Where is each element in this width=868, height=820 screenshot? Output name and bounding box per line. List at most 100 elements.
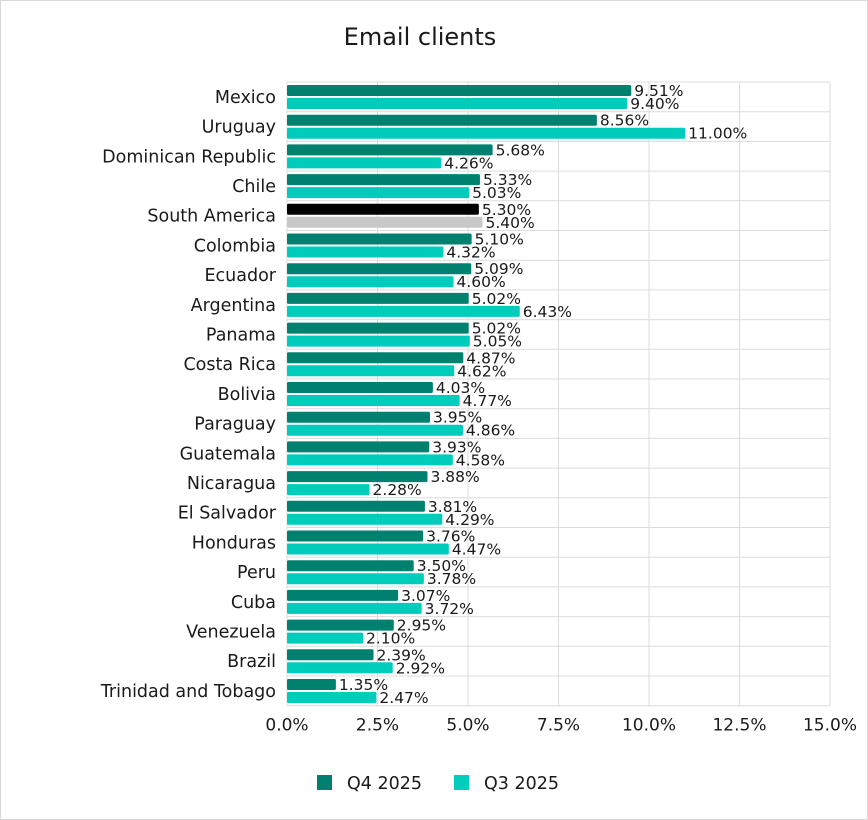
data-label: 2.10% — [366, 630, 415, 648]
category-label: Uruguay — [202, 118, 276, 138]
x-axis-ticks: 0.0% 2.5% 5.0% 7.5% 10.0% 12.5% 15.0% — [265, 716, 857, 736]
data-label: 5.05% — [473, 333, 522, 351]
data-label: 3.76% — [426, 528, 475, 546]
bar-q4 — [287, 352, 464, 364]
legend-swatch — [317, 775, 332, 790]
bar-q3 — [287, 395, 460, 406]
category-label: Bolivia — [218, 385, 276, 405]
x-tick-label: 12.5% — [712, 716, 766, 736]
bar-q3 — [287, 216, 483, 228]
x-tick-label: 7.5% — [537, 716, 580, 736]
data-label: 5.30% — [482, 201, 531, 219]
bar-q3 — [287, 513, 443, 525]
category-label: Honduras — [192, 533, 276, 553]
category-label: El Salvador — [178, 504, 277, 524]
category-label: Ecuador — [204, 266, 276, 286]
category-label: Paraguay — [194, 415, 276, 435]
bar-q4 — [287, 530, 424, 542]
legend-label: Q4 2025 — [347, 774, 422, 794]
data-label: 8.56% — [600, 112, 649, 130]
bar-q4 — [287, 679, 336, 690]
bar-q3 — [287, 305, 520, 317]
bar-q3 — [287, 365, 455, 377]
bar-q3 — [287, 246, 444, 258]
data-label: 5.09% — [474, 260, 523, 278]
category-label: Colombia — [194, 236, 276, 256]
x-tick-label: 5.0% — [446, 716, 489, 736]
data-label: 3.72% — [425, 600, 474, 618]
x-tick-label: 0.0% — [265, 716, 308, 736]
data-label: 5.02% — [472, 320, 521, 338]
data-label: 3.81% — [428, 498, 477, 516]
bars — [287, 85, 686, 703]
data-label: 3.78% — [427, 570, 476, 588]
bar-q4 — [287, 203, 479, 215]
data-label: 3.93% — [432, 438, 481, 456]
bar-q4 — [287, 589, 399, 601]
category-label: Cuba — [231, 593, 276, 613]
category-label: Venezuela — [186, 622, 276, 642]
category-label: Brazil — [227, 652, 276, 672]
chart-title: Email clients — [344, 23, 497, 51]
legend-label: Q3 2025 — [484, 774, 559, 794]
category-label: Peru — [237, 563, 276, 583]
bar-q3 — [287, 127, 686, 139]
bar-q4 — [287, 560, 414, 572]
data-label: 5.10% — [475, 231, 524, 249]
data-label: 5.02% — [472, 290, 521, 308]
data-label: 2.47% — [379, 689, 428, 707]
category-labels: Mexico Uruguay Dominican Republic Chile Sout… — [100, 88, 277, 702]
bar-q3 — [287, 692, 377, 703]
bar-q4 — [287, 441, 430, 453]
bar-q4 — [287, 85, 632, 96]
data-label: 3.88% — [430, 468, 479, 486]
bar-q3 — [287, 335, 470, 347]
data-labels: 9.51%9.40%8.56% 11.00% 5.68%4.26%5.33%5.03… — [339, 82, 747, 707]
category-label: Argentina — [191, 296, 276, 316]
data-label: 5.33% — [483, 171, 532, 189]
grid-lines — [286, 81, 831, 707]
bar-q3 — [287, 157, 442, 169]
data-label: 5.40% — [485, 214, 534, 232]
x-tick-label: 2.5% — [356, 716, 399, 736]
data-label: 11.00% — [688, 125, 747, 143]
data-label: 5.03% — [472, 184, 521, 202]
category-label: Mexico — [215, 88, 276, 108]
data-label: 4.77% — [463, 392, 512, 410]
bar-q4 — [287, 233, 472, 245]
bar-q3 — [287, 573, 424, 585]
category-label: Chile — [232, 177, 276, 197]
data-label: 2.39% — [377, 646, 426, 664]
data-label: 4.60% — [457, 273, 506, 291]
x-tick-label: 10.0% — [622, 716, 676, 736]
bar-q4 — [287, 649, 374, 661]
data-label: 4.86% — [466, 422, 515, 440]
data-label: 4.47% — [452, 541, 501, 559]
data-label: 3.95% — [433, 409, 482, 427]
data-label: 4.32% — [446, 244, 495, 262]
category-label: South America — [147, 207, 276, 227]
bar-q3 — [287, 98, 628, 109]
legend: Q4 2025 Q3 2025 — [317, 774, 559, 794]
bar-q3 — [287, 662, 393, 674]
bar-q4 — [287, 174, 480, 186]
bar-q4 — [287, 292, 469, 304]
data-label: 4.29% — [445, 511, 494, 529]
data-label: 9.51% — [634, 82, 683, 100]
bar-q4 — [287, 322, 469, 334]
category-label: Dominican Republic — [102, 147, 276, 167]
bar-q3 — [287, 454, 453, 466]
data-label: 1.35% — [339, 676, 388, 694]
data-label: 3.50% — [417, 557, 466, 575]
data-label: 9.40% — [630, 95, 679, 113]
data-label: 2.28% — [373, 481, 422, 499]
category-label: Trinidad and Tobago — [100, 682, 276, 702]
bar-q3 — [287, 276, 454, 288]
bar-q3 — [287, 424, 463, 436]
category-label: Guatemala — [180, 444, 276, 464]
bar-q3 — [287, 543, 449, 555]
bar-q4 — [287, 382, 433, 393]
data-label: 4.58% — [456, 451, 505, 469]
category-label: Panama — [206, 325, 276, 345]
